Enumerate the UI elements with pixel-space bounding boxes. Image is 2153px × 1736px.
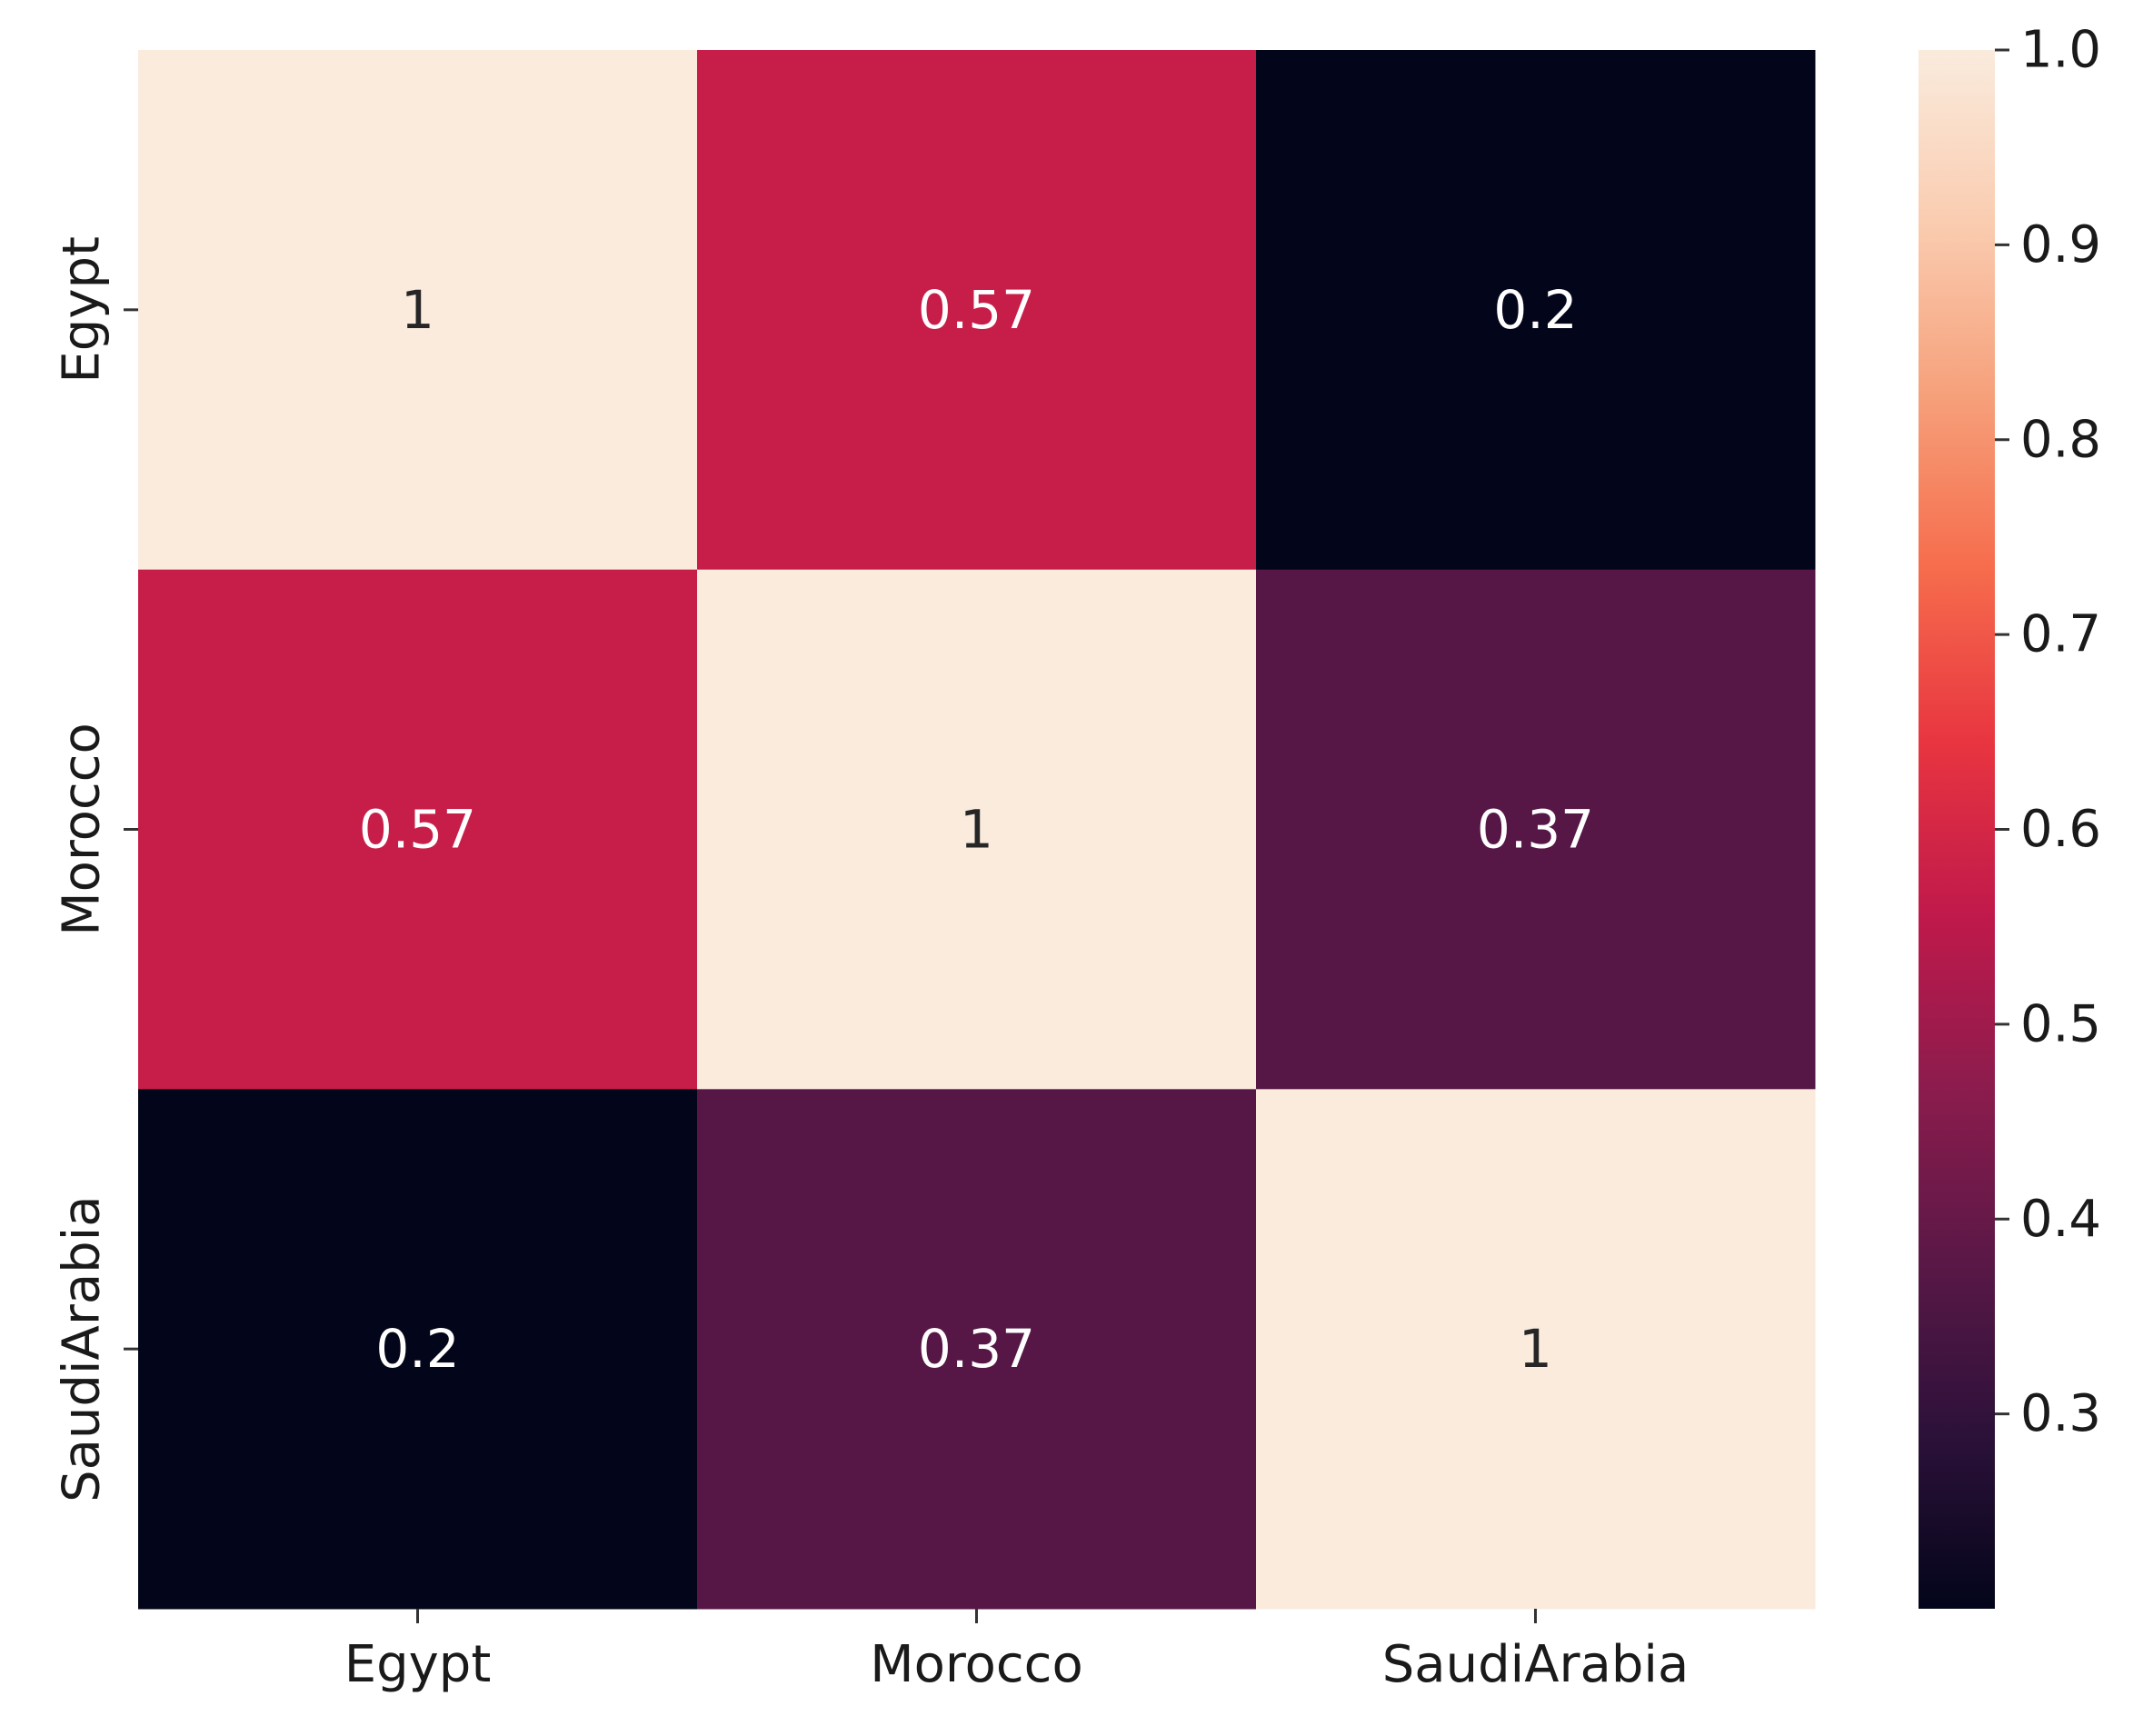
heatmap-cell: [697, 1089, 1257, 1610]
colorbar-tick-label: 0.3: [2020, 1384, 2101, 1443]
cell-annotation: 0.2: [375, 1318, 459, 1380]
cell-annotation: 1: [960, 799, 993, 861]
colorbar-ticks: 0.3 0.4 0.5 0.6 0.7 0.8 0.9 1.0: [1995, 21, 2101, 1443]
y-tick-label: Egypt: [53, 236, 112, 384]
colorbar-tick-label: 1.0: [2020, 21, 2101, 80]
colorbar-tick-label: 0.8: [2020, 410, 2101, 469]
colorbar-tick-label: 0.5: [2020, 994, 2101, 1053]
heatmap-cell: [697, 50, 1257, 571]
colorbar: 0.3 0.4 0.5 0.6 0.7 0.8 0.9 1.0: [1919, 21, 2101, 1609]
colorbar-gradient: [1919, 50, 1995, 1609]
cell-annotation: 0.37: [1477, 799, 1594, 861]
cell-annotation: 1: [1519, 1318, 1552, 1380]
cell-annotation: 0.37: [918, 1318, 1035, 1380]
heatmap-cell: [138, 1089, 698, 1610]
colorbar-tick-label: 0.6: [2020, 800, 2101, 859]
cell-annotations: 1 0.57 0.2 0.57 1 0.37 0.2 0.37 1: [359, 279, 1594, 1380]
cell-annotation: 1: [401, 279, 434, 341]
x-tick-label: Morocco: [870, 1635, 1082, 1694]
colorbar-tick-label: 0.9: [2020, 215, 2101, 274]
cell-annotation: 0.57: [359, 799, 476, 861]
y-tick-label: SaudiArabia: [53, 1195, 112, 1502]
heatmap-cell: [1256, 569, 1816, 1090]
heatmap-cell: [138, 50, 698, 571]
x-tick-label: SaudiArabia: [1382, 1635, 1690, 1694]
x-tick-label: Egypt: [344, 1635, 492, 1694]
y-tick-label: Morocco: [53, 723, 112, 935]
colorbar-tick-label: 0.7: [2020, 605, 2101, 664]
cell-annotation: 0.2: [1493, 279, 1577, 341]
cell-annotation: 0.57: [918, 279, 1035, 341]
heatmap-cell: [697, 569, 1257, 1090]
colorbar-tick-label: 0.4: [2020, 1190, 2101, 1249]
heatmap-cells: [138, 50, 1816, 1610]
x-axis: Egypt Morocco SaudiArabia: [344, 1609, 1690, 1694]
y-axis: Egypt Morocco SaudiArabia: [53, 236, 138, 1502]
heatmap-cell: [1256, 50, 1816, 571]
heatmap-cell: [138, 569, 698, 1090]
heatmap-cell: [1256, 1089, 1816, 1610]
